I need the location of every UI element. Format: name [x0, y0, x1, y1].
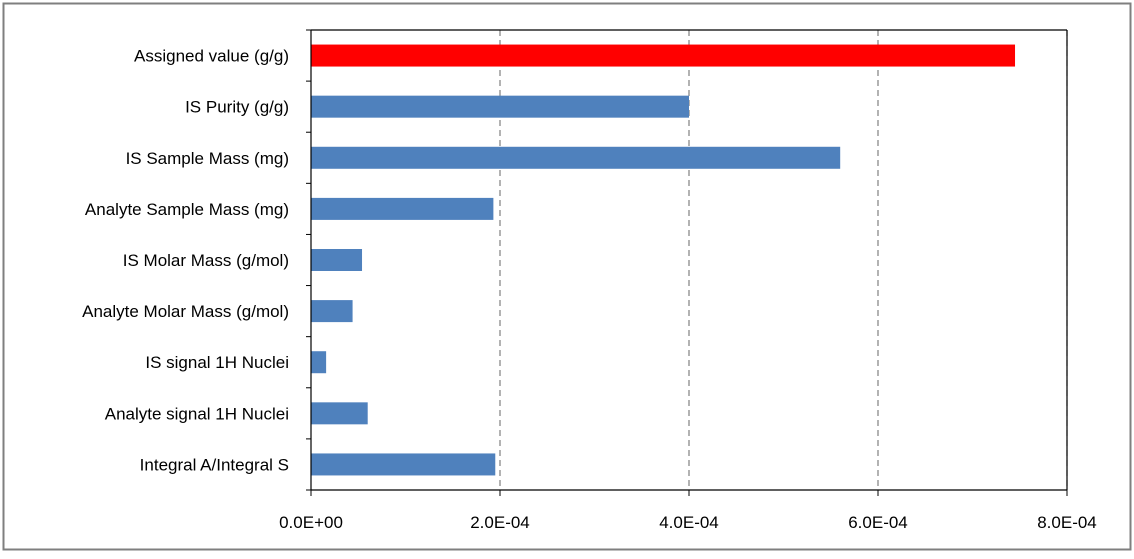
bar [311, 453, 496, 476]
x-tick-label: 2.0E-04 [470, 513, 530, 532]
category-label: Analyte Sample Mass (mg) [85, 200, 289, 219]
bar [311, 197, 494, 220]
bar [311, 351, 327, 374]
bar [311, 95, 689, 118]
category-label: Analyte Molar Mass (g/mol) [82, 302, 289, 321]
category-label: IS Sample Mass (mg) [126, 149, 289, 168]
category-label: Integral A/Integral S [140, 455, 289, 474]
x-tick-label: 4.0E-04 [659, 513, 719, 532]
category-label: Analyte signal 1H Nuclei [105, 404, 289, 423]
bar [311, 249, 363, 271]
x-tick-label: 6.0E-04 [848, 513, 908, 532]
category-labels: Assigned value (g/g) IS Purity (g/g) IS Sa… [82, 47, 289, 475]
category-label: Assigned value (g/g) [134, 47, 289, 66]
axes [306, 29, 1068, 496]
x-tick-labels: 0.0E+00 2.0E-04 4.0E-04 6.0E-04 8.0E-04 [279, 513, 1097, 532]
x-tick-label: 0.0E+00 [279, 513, 343, 532]
bar [311, 146, 841, 169]
bar [311, 44, 1016, 67]
category-label: IS signal 1H Nuclei [145, 353, 289, 372]
bar [311, 300, 353, 323]
x-tick-label: 8.0E-04 [1037, 513, 1097, 532]
bar [311, 402, 368, 425]
category-label: IS Molar Mass (g/mol) [123, 251, 289, 270]
bars [311, 44, 1016, 476]
category-label: IS Purity (g/g) [185, 98, 289, 117]
outer-frame [2, 2, 1132, 551]
